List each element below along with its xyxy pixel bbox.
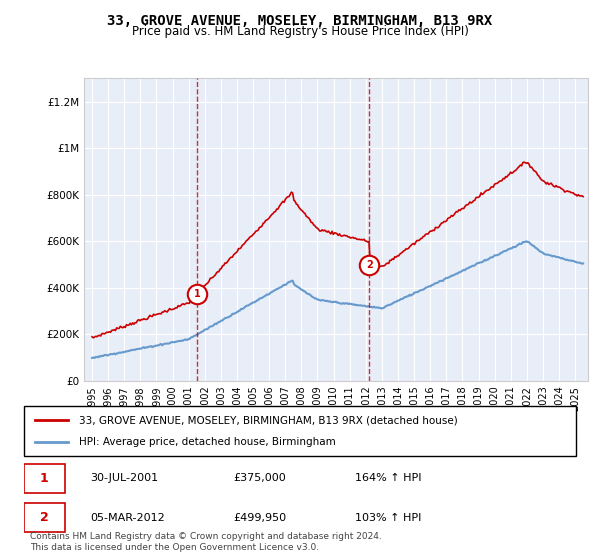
Text: £499,950: £499,950	[234, 512, 287, 522]
Text: 2: 2	[366, 259, 373, 269]
Text: 30-JUL-2001: 30-JUL-2001	[90, 473, 158, 483]
Text: 05-MAR-2012: 05-MAR-2012	[90, 512, 165, 522]
Text: 103% ↑ HPI: 103% ↑ HPI	[355, 512, 422, 522]
Text: 1: 1	[194, 288, 201, 298]
Text: HPI: Average price, detached house, Birmingham: HPI: Average price, detached house, Birm…	[79, 437, 336, 447]
Text: Price paid vs. HM Land Registry's House Price Index (HPI): Price paid vs. HM Land Registry's House …	[131, 25, 469, 38]
FancyBboxPatch shape	[24, 503, 65, 532]
Text: 33, GROVE AVENUE, MOSELEY, BIRMINGHAM, B13 9RX (detached house): 33, GROVE AVENUE, MOSELEY, BIRMINGHAM, B…	[79, 415, 458, 425]
Text: 164% ↑ HPI: 164% ↑ HPI	[355, 473, 422, 483]
Text: 33, GROVE AVENUE, MOSELEY, BIRMINGHAM, B13 9RX: 33, GROVE AVENUE, MOSELEY, BIRMINGHAM, B…	[107, 14, 493, 28]
Text: 2: 2	[40, 511, 49, 524]
Text: 1: 1	[40, 472, 49, 485]
FancyBboxPatch shape	[24, 464, 65, 493]
FancyBboxPatch shape	[24, 406, 576, 456]
Text: £375,000: £375,000	[234, 473, 287, 483]
Text: Contains HM Land Registry data © Crown copyright and database right 2024.
This d: Contains HM Land Registry data © Crown c…	[30, 532, 382, 552]
